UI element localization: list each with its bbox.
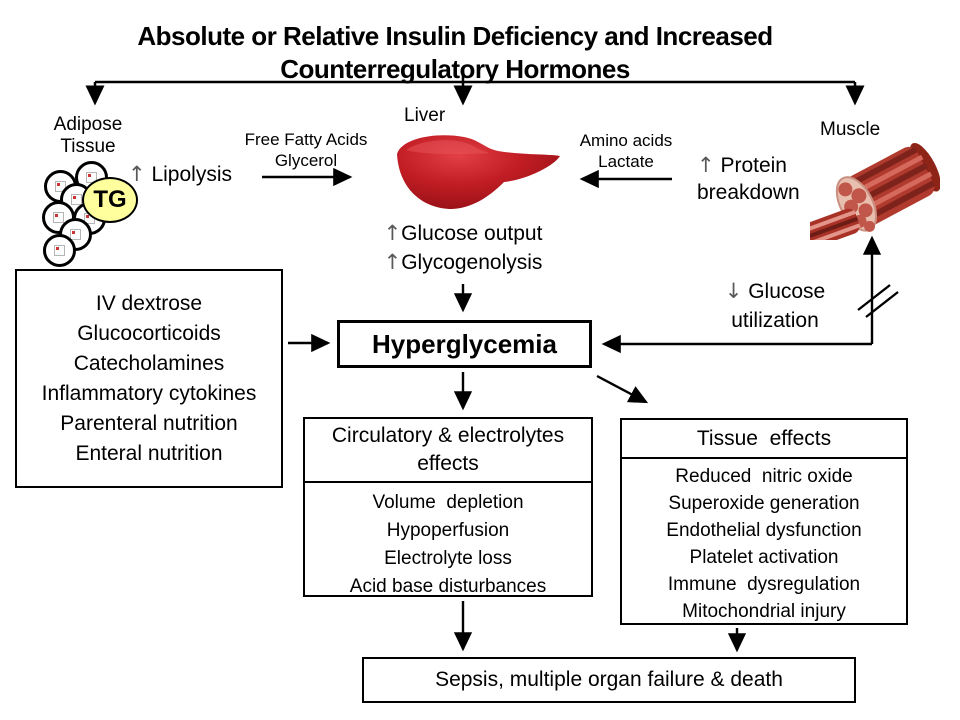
tissue-item: Endothelial dysfunction	[666, 520, 862, 541]
tissue-effects-box: Tissue effects Reduced nitric oxide Supe…	[620, 418, 908, 625]
cause-item: Parenteral nutrition	[60, 411, 238, 435]
broken-image-icon	[53, 212, 64, 223]
glucose-utilization-label: ↓ Glucose utilization	[724, 279, 826, 332]
up-arrow-glyph: ↑	[697, 153, 715, 177]
broken-image-icon	[54, 245, 65, 256]
cause-item: Catecholamines	[73, 351, 225, 375]
tissue-item: Platelet activation	[689, 547, 839, 568]
cause-item: Enteral nutrition	[75, 441, 223, 465]
hyperglycemia-box: Hyperglycemia	[337, 320, 592, 368]
triglyceride-oval: TG	[82, 177, 138, 223]
tissue-item: Immune dysregulation	[667, 574, 861, 595]
circulatory-effects-box: Circulatory & electrolytes effects Volum…	[303, 417, 593, 597]
tissue-effects-title: Tissue effects	[622, 420, 906, 459]
diagram-title: Absolute or Relative Insulin Deficiency …	[137, 21, 773, 84]
tissue-item: Mitochondrial injury	[682, 601, 846, 622]
up-arrow-glyph: ↑	[383, 221, 402, 245]
tissue-effects-list: Reduced nitric oxide Superoxide generati…	[622, 459, 906, 625]
muscle-label: Muscle	[820, 119, 881, 140]
muscle-illustration	[810, 142, 940, 240]
cause-item: Glucocorticoids	[77, 321, 221, 345]
liver-illustration	[397, 135, 560, 209]
protein-breakdown-label: ↑ Protein breakdown	[697, 153, 800, 204]
up-arrow-glyph: ↑	[383, 250, 402, 274]
circulatory-item: Hypoperfusion	[386, 520, 510, 541]
circulatory-item: Volume depletion	[372, 492, 524, 513]
circulatory-effects-title: Circulatory & electrolytes effects	[305, 419, 591, 483]
tissue-item: Reduced nitric oxide	[675, 466, 853, 487]
outcome-box: Sepsis, multiple organ failure & death	[362, 657, 856, 703]
adipose-tissue-label: Adipose Tissue	[53, 114, 128, 157]
circulatory-item: Acid base disturbances	[349, 576, 547, 597]
causes-box: IV dextrose Glucocorticoids Catecholamin…	[15, 269, 283, 488]
glucose-output-label: ↑Glucose output ↑Glycogenolysis	[383, 221, 543, 274]
ffa-glycerol-label: Free Fatty Acids Glycerol	[244, 130, 368, 170]
fat-cell	[43, 234, 76, 267]
cause-item: Inflammatory cytokines	[41, 381, 257, 405]
broken-image-icon	[71, 194, 82, 205]
broken-image-icon	[70, 229, 81, 240]
amino-lactate-label: Amino acids Lactate	[579, 131, 673, 171]
circulatory-item: Electrolyte loss	[384, 548, 512, 569]
tissue-item: Superoxide generation	[668, 493, 860, 514]
liver-label: Liver	[404, 105, 446, 126]
lipolysis-label: ↑ Lipolysis	[128, 162, 232, 186]
cause-item: IV dextrose	[95, 291, 203, 315]
circulatory-effects-list: Volume depletion Hypoperfusion Electroly…	[305, 483, 591, 601]
down-arrow-glyph: ↓	[724, 279, 743, 303]
up-arrow-glyph: ↑	[128, 162, 146, 186]
